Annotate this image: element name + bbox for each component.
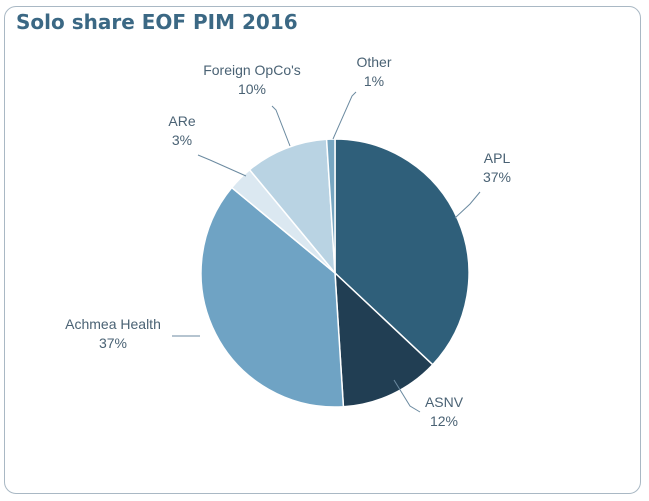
chart-title: Solo share EOF PIM 2016 <box>16 10 298 34</box>
slice-label: ARe <box>168 113 195 129</box>
slice-label: Achmea Health <box>65 316 161 332</box>
leader-line <box>197 154 247 177</box>
pie-slice-other <box>325 138 336 274</box>
leader-line <box>332 91 357 140</box>
slice-value-label: 10% <box>238 81 266 97</box>
leader-line <box>393 379 421 413</box>
slice-value-label: 1% <box>364 73 384 89</box>
slice-label: Foreign OpCo's <box>203 62 301 78</box>
slice-label: APL <box>484 150 511 166</box>
pie-slice-foreign-opco-s <box>248 138 336 276</box>
slice-value-label: 37% <box>99 335 127 351</box>
slice-label: Other <box>356 54 391 70</box>
pie-slice-asnv <box>334 271 434 408</box>
slice-value-label: 3% <box>172 132 192 148</box>
leader-line <box>454 191 481 219</box>
pie-slice-achmea-health <box>200 186 345 408</box>
slice-value-label: 37% <box>483 169 511 185</box>
slice-value-label: 12% <box>430 413 458 429</box>
slice-label: ASNV <box>425 394 464 410</box>
leader-line <box>271 105 291 147</box>
pie-slice-apl <box>334 138 470 366</box>
